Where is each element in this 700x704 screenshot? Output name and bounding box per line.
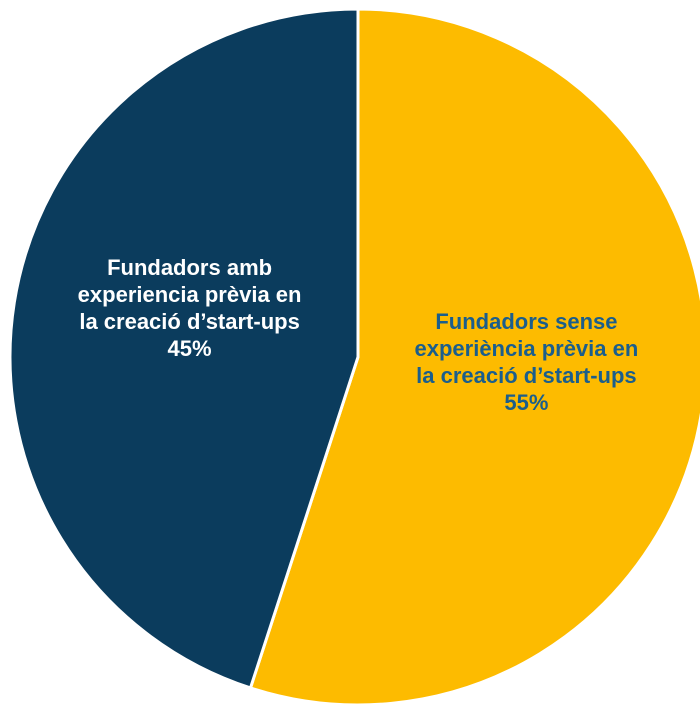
category-label: Fundadors sense experiència prèvia en la… [414,308,639,388]
value-label: 45% [167,336,212,362]
pie-slice [8,7,360,690]
category-label: Fundadors amb experiencia prèvia en la c… [77,255,302,335]
value-label: 55% [504,389,549,415]
pie-slice [248,7,700,704]
slice-label: Fundadors amb experiencia prèvia en la c… [75,254,305,362]
slice-label: Fundadors sense experiència prèvia en la… [411,308,641,416]
